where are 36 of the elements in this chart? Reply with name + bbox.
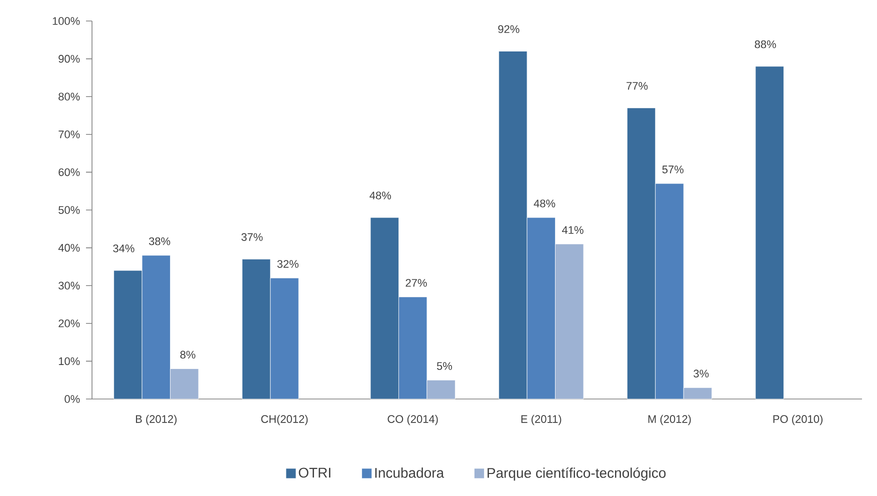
x-tick-label: E (2011) [521, 414, 562, 426]
data-label: 38% [148, 237, 170, 246]
legend-label: Incubadora [375, 468, 444, 478]
data-label: 88% [754, 40, 776, 48]
data-label: 48% [534, 200, 556, 208]
data-label: 27% [406, 279, 427, 287]
data-label: 3% [694, 370, 709, 378]
data-label: 34% [113, 244, 134, 252]
data-label: 32% [277, 260, 298, 268]
y-tick-label: 100% [52, 17, 80, 25]
data-label: 41% [562, 226, 584, 234]
x-tick-label: CH(2012) [261, 414, 308, 426]
data-label: 57% [662, 166, 684, 174]
y-tick-label: 90% [58, 54, 80, 63]
y-tick-label: 30% [58, 282, 80, 290]
legend-label: Parque científico-tecnológico [488, 467, 666, 481]
x-tick-label: PO (2010) [773, 414, 823, 426]
x-tick-label: CO (2014) [388, 414, 438, 426]
bar [755, 66, 784, 400]
y-tick-label: 70% [58, 130, 80, 138]
data-label: 5% [436, 362, 452, 370]
y-tick-label: 80% [58, 92, 80, 100]
data-label: 48% [370, 192, 391, 200]
y-tick-label: 10% [58, 357, 80, 366]
y-tick-label: 20% [58, 320, 80, 328]
data-label: 77% [626, 82, 648, 90]
y-tick-label: 60% [58, 168, 80, 176]
data-label: 92% [498, 25, 520, 34]
y-tick-label: 50% [58, 206, 80, 214]
legend-label: OTRI [298, 468, 330, 478]
x-tick-label: B (2012) [136, 414, 177, 426]
data-label: 8% [180, 350, 196, 359]
data-label: 37% [241, 233, 263, 241]
y-tick-label: 0% [64, 395, 80, 403]
y-tick-label: 40% [58, 244, 80, 252]
x-tick-label: M (2012) [648, 414, 691, 426]
